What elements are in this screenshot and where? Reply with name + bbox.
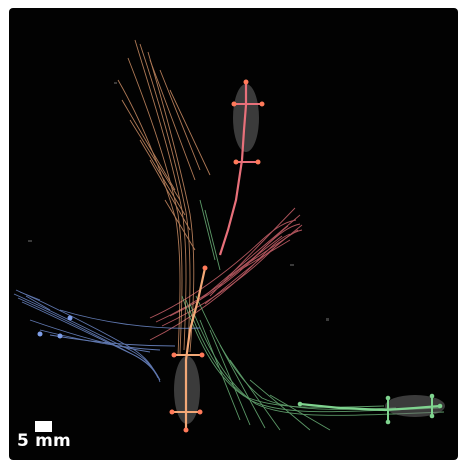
green-track xyxy=(181,199,445,431)
orange-animal xyxy=(169,265,208,433)
red-track xyxy=(149,207,303,341)
scale-bar xyxy=(35,421,52,432)
scale-label: 5 mm xyxy=(17,431,71,451)
orange-track xyxy=(117,39,211,357)
blue-animal xyxy=(37,315,73,339)
blue-track xyxy=(13,289,201,383)
green-animal xyxy=(297,393,445,425)
debris-specks xyxy=(28,82,329,321)
red-animal xyxy=(218,79,265,256)
